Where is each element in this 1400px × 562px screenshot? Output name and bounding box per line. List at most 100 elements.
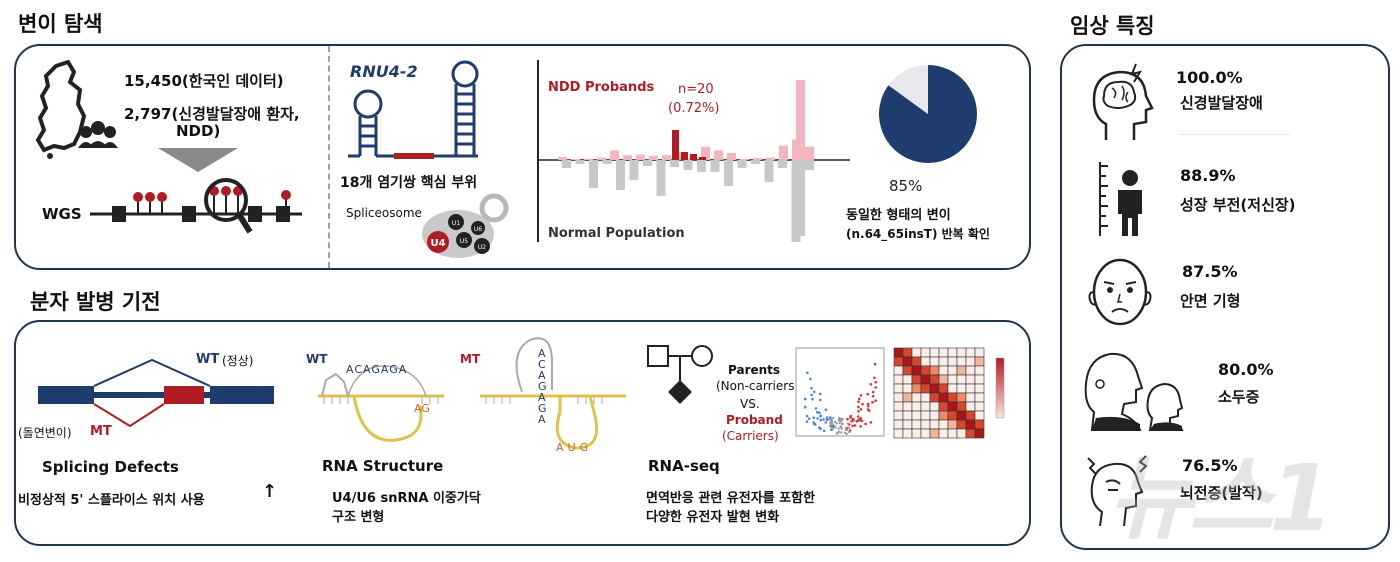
heatmap-cell <box>947 365 958 376</box>
heatmap-cell <box>893 383 904 394</box>
rna-mt-sequence: ACAGAGA <box>538 347 547 426</box>
short-stature-icon <box>1099 162 1142 236</box>
normal-bar <box>589 160 598 188</box>
volcano-point <box>838 416 841 420</box>
rna-structure-desc-1: U4/U6 snRNA 이중가닥 <box>332 491 481 506</box>
heatmap-cell <box>920 401 931 412</box>
heatmap-cell <box>920 374 931 385</box>
volcano-point <box>859 394 863 397</box>
spliceosome-u4: U4 <box>430 238 445 249</box>
clinical-value-2: 88.9% <box>1180 166 1236 185</box>
spliceosome-u6: U6 <box>474 226 482 233</box>
rnaseq-desc-2: 다양한 유전자 발현 변화 <box>646 510 780 525</box>
volcano-point <box>809 377 812 381</box>
same-variant-label: 동일한 형태의 변이 <box>846 208 951 223</box>
volcano-point <box>861 402 864 406</box>
proband-note: (Carriers) <box>722 429 779 443</box>
ndd-bar <box>805 146 814 160</box>
heatmap-cell <box>893 356 904 367</box>
normal-bar <box>683 160 693 170</box>
volcano-point <box>819 418 823 422</box>
heatmap-cell <box>947 356 958 367</box>
heatmap-cell <box>956 410 967 421</box>
pie-slice <box>888 65 928 114</box>
volcano-point <box>825 416 829 419</box>
volcano-point <box>828 424 832 427</box>
ndd-bar <box>701 146 710 160</box>
heatmap-cell <box>920 428 931 439</box>
heatmap-cell <box>893 428 904 439</box>
clinical-label-2: 성장 부전(저신장) <box>1180 196 1296 214</box>
discovery-section-title: 변이 탐색 <box>18 12 103 36</box>
volcano-point <box>812 416 816 420</box>
volcano-point <box>818 411 821 414</box>
normal-bar <box>764 160 774 182</box>
heatmap-cell <box>911 365 922 376</box>
volcano-point <box>851 424 854 428</box>
heatmap-cell <box>938 383 949 394</box>
heatmap-cell <box>902 392 913 403</box>
heatmap-cell <box>929 374 940 385</box>
heatmap-cell <box>938 392 949 403</box>
clinical-label-4: 소두증 <box>1218 388 1260 406</box>
heatmap-cell <box>956 356 967 367</box>
heatmap-cell <box>947 392 958 403</box>
heatmap-cell <box>965 347 976 358</box>
heatmap-cell <box>893 410 904 421</box>
heatmap-cell <box>893 392 904 403</box>
volcano-point <box>859 417 863 420</box>
rnaseq-title: RNA-seq <box>648 457 720 475</box>
volcano-point <box>853 424 857 427</box>
ndd-bar <box>727 152 736 160</box>
heatmap-cell <box>911 392 922 403</box>
parents-label: Parents <box>728 363 781 377</box>
heatmap-cell <box>929 356 940 367</box>
heatmap-cell <box>920 356 931 367</box>
volcano-point <box>857 410 860 413</box>
splicing-diagram <box>38 358 274 428</box>
heatmap-cell <box>893 419 904 430</box>
heatmap-cell <box>929 383 940 394</box>
rna-wt-label: WT <box>306 352 328 366</box>
news1-watermark: 뉴스1 <box>1108 445 1333 552</box>
vs-label: VS. <box>740 397 760 411</box>
volcano-point <box>837 430 841 433</box>
rnu4-2-structure-icon <box>348 60 479 159</box>
volcano-point <box>864 422 867 426</box>
discovery-panel <box>14 44 1031 270</box>
volcano-point <box>818 392 822 396</box>
volcano-point <box>806 371 809 374</box>
volcano-point <box>807 417 811 421</box>
heatmap-cell <box>974 374 985 385</box>
ndd-bar <box>779 145 788 160</box>
heatmap-cell <box>956 374 967 385</box>
heatmap-cell <box>929 365 940 376</box>
heatmap-cell <box>911 356 922 367</box>
volcano-point <box>857 415 860 418</box>
heatmap-cell <box>956 347 967 358</box>
ndd-bar <box>649 155 658 160</box>
volcano-point <box>849 414 853 418</box>
proband-variant-bar <box>690 154 697 160</box>
volcano-point <box>805 420 809 423</box>
volcano-point <box>838 421 841 425</box>
clinical-label-5: 뇌전증(발작) <box>1180 484 1263 502</box>
heatmap-cell <box>938 374 949 385</box>
heatmap-cell <box>965 365 976 376</box>
volcano-point <box>866 404 870 408</box>
face-icon <box>1088 258 1152 326</box>
spliceosome-icon: U4 U1 U5 U6 U2 <box>422 193 509 258</box>
heatmap-cell <box>956 428 967 439</box>
normal-bar <box>629 160 639 180</box>
heatmap-cell <box>974 365 985 376</box>
heatmap-cell <box>956 383 967 394</box>
ndd-bar <box>753 158 762 160</box>
volcano-point <box>843 431 847 434</box>
heatmap-cell <box>893 401 904 412</box>
heatmap-cell <box>956 365 967 376</box>
volcano-point <box>852 418 855 422</box>
volcano-point <box>848 430 851 434</box>
heatmap-cell <box>974 356 985 367</box>
heatmap-cell <box>911 401 922 412</box>
volcano-point <box>845 426 848 429</box>
